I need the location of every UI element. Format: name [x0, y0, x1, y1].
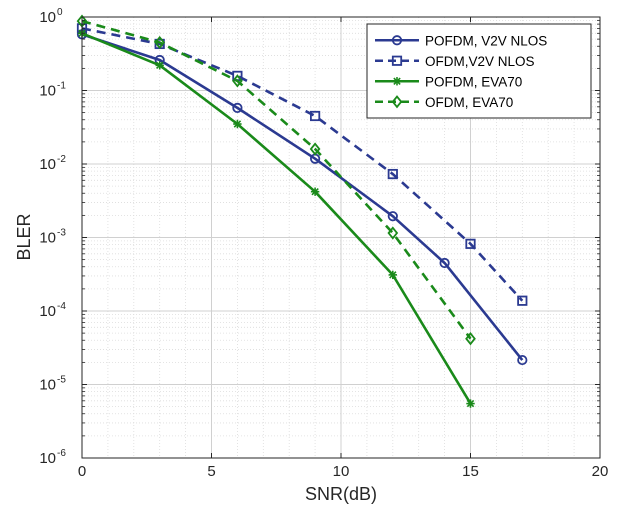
legend-entry: OFDM, EVA70	[375, 95, 513, 110]
legend-label: OFDM,V2V NLOS	[425, 54, 535, 69]
marker-diamond	[309, 142, 321, 156]
marker-asterisk	[392, 77, 402, 86]
legend: POFDM, V2V NLOS OFDM,V2V NLOS POFDM, EVA70…	[366, 23, 592, 119]
marker-circle	[232, 102, 243, 113]
marker-asterisk	[388, 270, 397, 280]
y-tick-label: 10	[39, 156, 56, 173]
y-tick-label: 10	[39, 377, 56, 394]
marker-circle	[517, 354, 528, 366]
series-line	[81, 33, 524, 361]
x-tick-label: 20	[592, 463, 609, 480]
series-layer	[76, 14, 528, 408]
legend-label: OFDM, EVA70	[425, 95, 513, 110]
y-tick-label: 10	[39, 9, 56, 26]
marker-diamond	[391, 95, 403, 109]
series-4	[76, 14, 476, 346]
y-tick-label: 10	[39, 230, 56, 247]
y-tick-label: 10	[39, 83, 56, 100]
x-tick-labels: 0 5 10 15 20	[78, 463, 609, 480]
y-tick-exponent: -6	[57, 448, 66, 459]
marker-square	[517, 295, 528, 306]
marker-asterisk	[233, 119, 242, 129]
marker-diamond	[465, 332, 476, 346]
x-tick-label: 5	[207, 463, 215, 480]
legend-entry: OFDM,V2V NLOS	[375, 54, 535, 69]
y-tick-exponent: 0	[57, 7, 63, 18]
y-tick-exponent: -4	[57, 301, 66, 312]
y-tick-label: 10	[39, 450, 56, 467]
y-tick-exponent: -5	[57, 375, 66, 386]
marker-asterisk	[466, 399, 475, 408]
tick-marks	[81, 16, 601, 459]
marker-circle	[439, 257, 450, 269]
marker-circle	[391, 35, 403, 46]
marker-asterisk	[310, 187, 320, 196]
series-line	[81, 32, 472, 405]
series-line	[81, 27, 524, 302]
legend-entry: POFDM, V2V NLOS	[375, 33, 547, 48]
y-tick-exponent: -3	[57, 228, 66, 239]
x-tick-label: 15	[462, 463, 479, 480]
x-tick-label: 0	[78, 463, 86, 480]
series-2	[76, 23, 528, 306]
y-tick-label: 10	[39, 303, 56, 320]
marker-circle	[387, 211, 398, 222]
y-axis-label: BLER	[14, 213, 34, 260]
series-line	[81, 19, 472, 340]
marker-diamond	[232, 74, 243, 88]
y-tick-exponent: -2	[57, 154, 66, 165]
legend-label: POFDM, EVA70	[425, 74, 522, 89]
legend-entry: POFDM, EVA70	[375, 74, 522, 89]
marker-square	[391, 55, 403, 66]
x-tick-label: 10	[333, 463, 350, 480]
marker-asterisk	[155, 61, 164, 70]
marker-diamond	[387, 226, 399, 240]
marker-diamond	[154, 35, 166, 50]
legend-label: POFDM, V2V NLOS	[425, 33, 547, 48]
marker-square	[309, 110, 321, 122]
x-axis-label: SNR(dB)	[305, 484, 377, 504]
marker-square	[387, 168, 398, 180]
y-tick-exponent: -1	[57, 81, 66, 92]
marker-square	[465, 238, 476, 249]
